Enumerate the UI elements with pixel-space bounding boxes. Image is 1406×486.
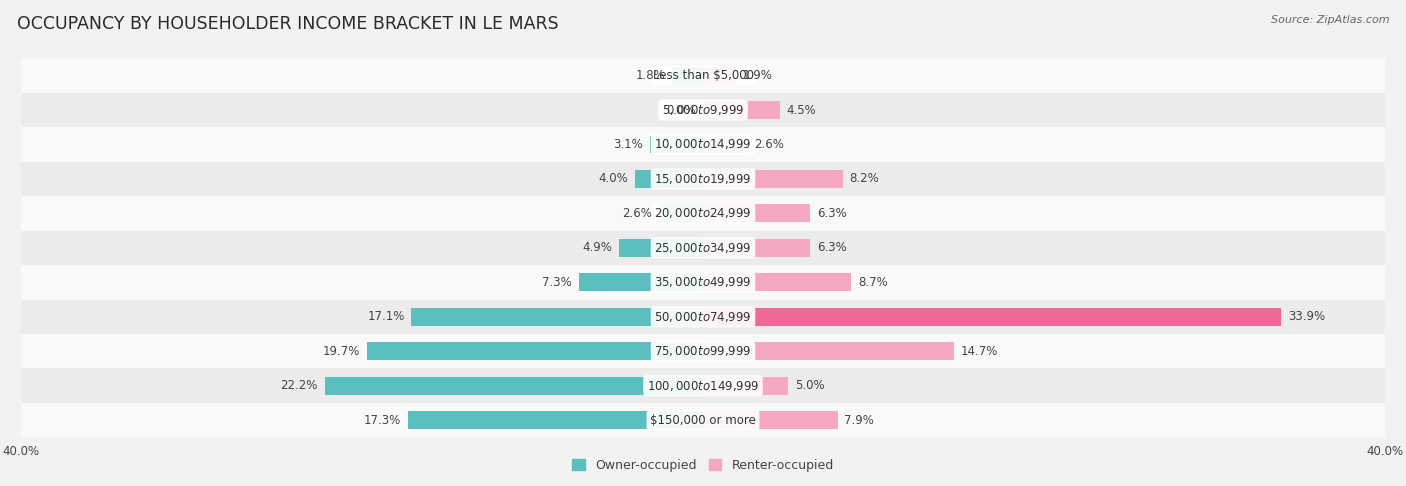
Text: 6.3%: 6.3% (817, 207, 846, 220)
Text: $15,000 to $19,999: $15,000 to $19,999 (654, 172, 752, 186)
Text: 4.9%: 4.9% (582, 242, 613, 254)
Bar (21, 403, 1385, 437)
Bar (21, 127, 1385, 162)
Text: $5,000 to $9,999: $5,000 to $9,999 (662, 103, 744, 117)
Text: $25,000 to $34,999: $25,000 to $34,999 (654, 241, 752, 255)
Bar (21, 58, 1385, 93)
Bar (703, 205, 810, 223)
Text: 19.7%: 19.7% (323, 345, 360, 358)
Text: 7.9%: 7.9% (845, 414, 875, 427)
Text: 22.2%: 22.2% (280, 379, 318, 392)
Bar (21, 93, 1385, 127)
Bar (703, 377, 789, 395)
Text: 6.3%: 6.3% (817, 242, 846, 254)
Bar (703, 342, 953, 360)
Bar (21, 368, 1385, 403)
Bar (703, 136, 748, 154)
Text: $20,000 to $24,999: $20,000 to $24,999 (654, 207, 752, 220)
Text: $50,000 to $74,999: $50,000 to $74,999 (654, 310, 752, 324)
Text: $100,000 to $149,999: $100,000 to $149,999 (647, 379, 759, 393)
Bar (578, 273, 703, 291)
Text: $10,000 to $14,999: $10,000 to $14,999 (654, 138, 752, 152)
Bar (650, 136, 703, 154)
Text: 3.1%: 3.1% (613, 138, 644, 151)
Bar (658, 205, 703, 223)
Bar (703, 101, 780, 119)
Bar (412, 308, 703, 326)
Text: 17.3%: 17.3% (364, 414, 401, 427)
Bar (620, 239, 703, 257)
Text: 2.6%: 2.6% (754, 138, 785, 151)
Text: 1.9%: 1.9% (742, 69, 772, 82)
Text: Less than $5,000: Less than $5,000 (652, 69, 754, 82)
Bar (703, 239, 810, 257)
Bar (703, 170, 842, 188)
Text: 2.6%: 2.6% (621, 207, 652, 220)
Text: 5.0%: 5.0% (794, 379, 825, 392)
Text: 8.7%: 8.7% (858, 276, 887, 289)
Text: 33.9%: 33.9% (1288, 310, 1324, 323)
Text: $150,000 or more: $150,000 or more (650, 414, 756, 427)
Bar (21, 162, 1385, 196)
Text: 4.5%: 4.5% (786, 104, 817, 117)
Text: $35,000 to $49,999: $35,000 to $49,999 (654, 276, 752, 289)
Bar (672, 67, 703, 85)
Text: 4.0%: 4.0% (598, 173, 628, 186)
Bar (21, 265, 1385, 299)
Bar (408, 411, 703, 429)
Bar (636, 170, 703, 188)
Bar (21, 299, 1385, 334)
Text: 0.0%: 0.0% (666, 104, 696, 117)
Text: 14.7%: 14.7% (960, 345, 998, 358)
Text: 7.3%: 7.3% (541, 276, 572, 289)
Bar (703, 67, 735, 85)
Bar (703, 308, 1281, 326)
Bar (21, 196, 1385, 231)
Legend: Owner-occupied, Renter-occupied: Owner-occupied, Renter-occupied (568, 453, 838, 477)
Bar (21, 231, 1385, 265)
Bar (325, 377, 703, 395)
Bar (367, 342, 703, 360)
Text: 8.2%: 8.2% (849, 173, 879, 186)
Text: 1.8%: 1.8% (636, 69, 665, 82)
Text: Source: ZipAtlas.com: Source: ZipAtlas.com (1271, 15, 1389, 25)
Text: OCCUPANCY BY HOUSEHOLDER INCOME BRACKET IN LE MARS: OCCUPANCY BY HOUSEHOLDER INCOME BRACKET … (17, 15, 558, 33)
Text: 17.1%: 17.1% (367, 310, 405, 323)
Bar (21, 334, 1385, 368)
Bar (703, 273, 851, 291)
Bar (703, 411, 838, 429)
Text: $75,000 to $99,999: $75,000 to $99,999 (654, 344, 752, 358)
